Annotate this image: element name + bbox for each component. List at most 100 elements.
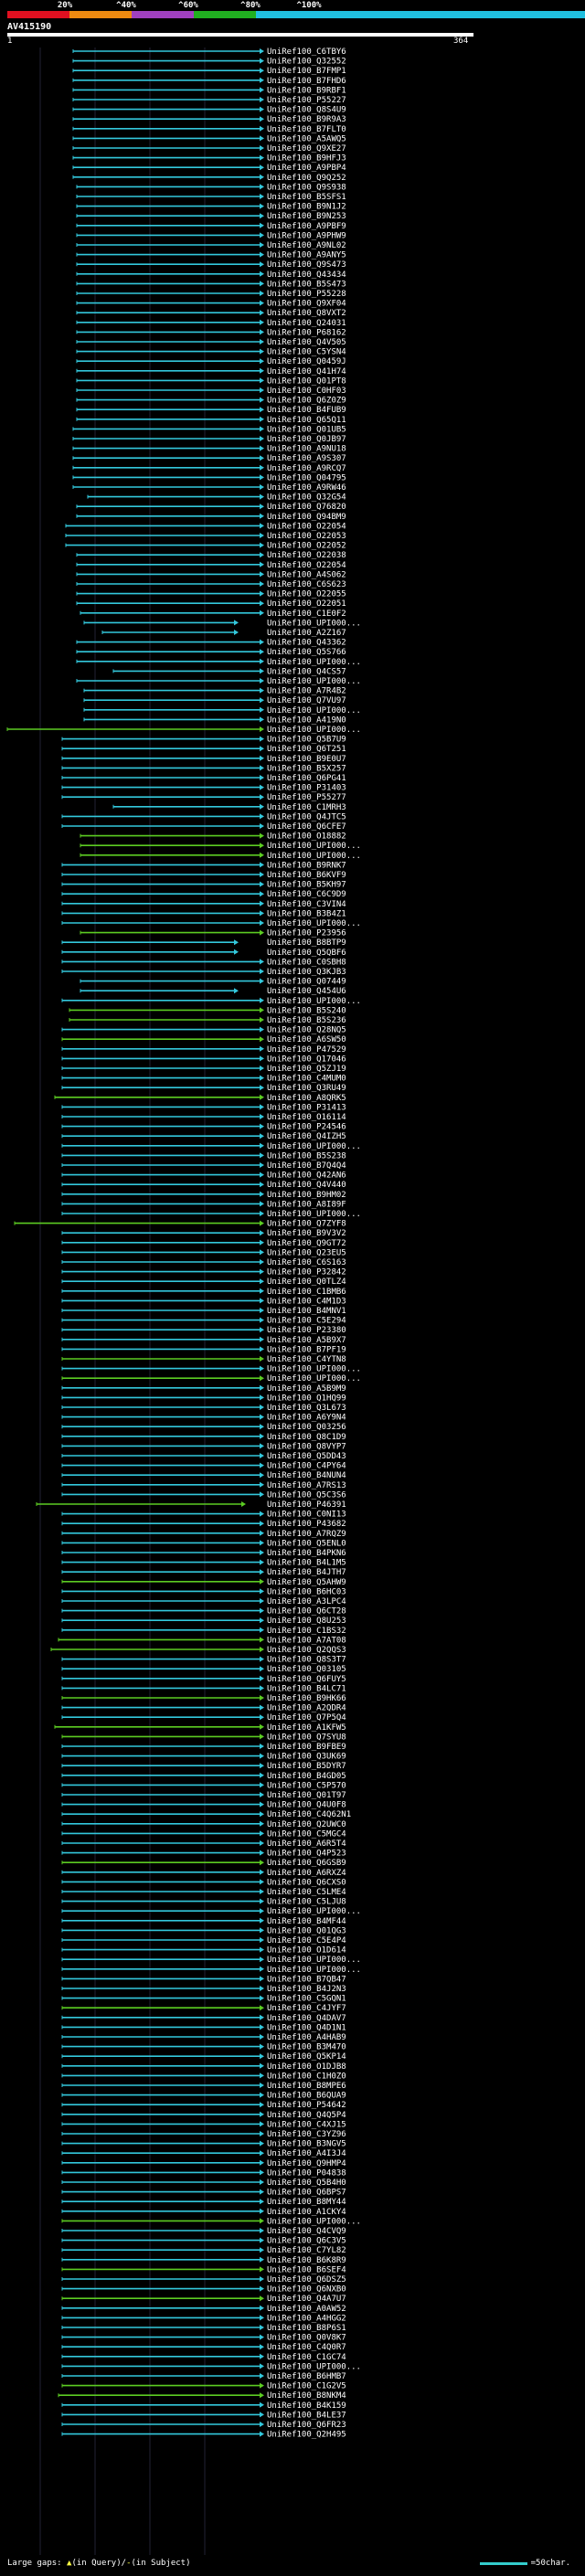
hit-label[interactable]: UniRef100_B4FUB9 xyxy=(267,406,346,415)
hit-label[interactable]: UniRef100_Q07449 xyxy=(267,978,346,987)
hit-label[interactable]: UniRef100_B8NKM4 xyxy=(267,2391,346,2401)
hit-row[interactable]: UniRef100_Q4A7U7 xyxy=(61,2295,346,2304)
hit-row[interactable]: UniRef100_C6C9D9 xyxy=(61,890,346,899)
hit-label[interactable]: UniRef100_C6TBY6 xyxy=(267,48,346,57)
hit-label[interactable]: UniRef100_UPI000... xyxy=(267,1907,361,1916)
hit-label[interactable]: UniRef100_A4HGG2 xyxy=(267,2314,346,2323)
hit-row[interactable]: UniRef100_B6K8R9 xyxy=(61,2256,346,2265)
hit-row[interactable]: UniRef100_A6SW50 xyxy=(61,1035,346,1044)
hit-label[interactable]: UniRef100_B6HMB7 xyxy=(267,2372,346,2381)
hit-row[interactable]: UniRef100_O22054 xyxy=(65,522,346,531)
hit-label[interactable]: UniRef100_Q6GSB9 xyxy=(267,1859,346,1868)
hit-label[interactable]: UniRef100_Q9S473 xyxy=(267,260,346,270)
hit-label[interactable]: UniRef100_UPI000... xyxy=(267,852,361,861)
hit-row[interactable]: UniRef100_Q24031 xyxy=(76,319,346,328)
hit-label[interactable]: UniRef100_Q4P523 xyxy=(267,1850,346,1859)
hit-row[interactable]: UniRef100_B6HC03 xyxy=(61,1587,346,1596)
hit-row[interactable]: UniRef100_P54642 xyxy=(61,2101,346,2110)
hit-row[interactable]: UniRef100_A0AW52 xyxy=(61,2305,346,2314)
hit-label[interactable]: UniRef100_C1H0Z0 xyxy=(267,2072,346,2081)
hit-row[interactable]: UniRef100_P68162 xyxy=(76,328,346,337)
hit-row[interactable]: UniRef100_B4K159 xyxy=(61,2401,346,2411)
hit-row[interactable]: UniRef100_O22038 xyxy=(76,551,346,560)
hit-label[interactable]: UniRef100_B9HM02 xyxy=(267,1191,346,1200)
hit-label[interactable]: UniRef100_A9PHW9 xyxy=(267,231,346,240)
hit-label[interactable]: UniRef100_Q03256 xyxy=(267,1423,346,1432)
hit-label[interactable]: UniRef100_A9PBP4 xyxy=(267,164,346,173)
hit-label[interactable]: UniRef100_Q6CT28 xyxy=(267,1607,346,1617)
hit-row[interactable]: UniRef100_A9PBF9 xyxy=(76,222,346,231)
hit-label[interactable]: UniRef100_B4MF44 xyxy=(267,1917,346,1926)
hit-label[interactable]: UniRef100_A4S062 xyxy=(267,570,346,579)
hit-label[interactable]: UniRef100_A3LPC4 xyxy=(267,1597,346,1606)
hit-label[interactable]: UniRef100_B6HC03 xyxy=(267,1587,346,1596)
hit-row[interactable]: UniRef100_P55227 xyxy=(72,96,346,105)
hit-row[interactable]: UniRef100_O18882 xyxy=(80,832,346,842)
hit-row[interactable]: UniRef100_UPI000... xyxy=(61,1142,361,1151)
hit-label[interactable]: UniRef100_B5SFS1 xyxy=(267,193,346,202)
hit-row[interactable]: UniRef100_Q65Q11 xyxy=(76,416,346,425)
hit-row[interactable]: UniRef100_A6RXZ4 xyxy=(61,1869,346,1878)
hit-row[interactable]: UniRef100_Q4DAV7 xyxy=(61,2014,346,2023)
hit-row[interactable]: UniRef100_C7YL82 xyxy=(61,2246,346,2255)
hit-row[interactable]: UniRef100_B4GD05 xyxy=(61,1772,346,1781)
hit-label[interactable]: UniRef100_Q41H74 xyxy=(267,367,346,376)
hit-label[interactable]: UniRef100_P43682 xyxy=(267,1520,346,1529)
hit-row[interactable]: UniRef100_C4YTN8 xyxy=(61,1355,346,1364)
hit-row[interactable]: UniRef100_A5AWQ5 xyxy=(72,134,346,143)
hit-row[interactable]: UniRef100_C0HF03 xyxy=(76,387,346,396)
hit-row[interactable]: UniRef100_UPI000... xyxy=(80,852,361,861)
hit-label[interactable]: UniRef100_B9E0U7 xyxy=(267,755,346,764)
hit-label[interactable]: UniRef100_C4PY64 xyxy=(267,1462,346,1471)
hit-row[interactable]: UniRef100_UPI000... xyxy=(61,1956,361,1965)
hit-label[interactable]: UniRef100_Q01QG3 xyxy=(267,1926,346,1935)
hit-label[interactable]: UniRef100_Q5AHW9 xyxy=(267,1578,346,1587)
hit-label[interactable]: UniRef100_A0AW52 xyxy=(267,2305,346,2314)
hit-row[interactable]: UniRef100_B3B4Z1 xyxy=(61,909,346,918)
hit-label[interactable]: UniRef100_Q4DAV7 xyxy=(267,2014,346,2023)
hit-row[interactable]: UniRef100_B3M470 xyxy=(61,2043,346,2052)
hit-label[interactable]: UniRef100_A5B9X7 xyxy=(267,1336,346,1345)
hit-row[interactable]: UniRef100_Q6PG41 xyxy=(61,774,346,783)
hit-label[interactable]: UniRef100_C1GC74 xyxy=(267,2353,346,2362)
hit-label[interactable]: UniRef100_Q3UK69 xyxy=(267,1753,346,1762)
hit-row[interactable]: UniRef100_C1E0F2 xyxy=(80,610,346,619)
hit-label[interactable]: UniRef100_B4MNV1 xyxy=(267,1307,346,1316)
hit-row[interactable]: UniRef100_B9HK66 xyxy=(61,1694,346,1703)
hit-row[interactable]: UniRef100_Q01UB5 xyxy=(72,425,346,434)
hit-row[interactable]: UniRef100_Q6BPS7 xyxy=(61,2189,346,2198)
hit-label[interactable]: UniRef100_B6QUA9 xyxy=(267,2092,346,2101)
hit-label[interactable]: UniRef100_Q28NQ5 xyxy=(267,1026,346,1035)
hit-label[interactable]: UniRef100_UPI000... xyxy=(267,1966,361,1975)
hit-row[interactable]: UniRef100_C1BMB6 xyxy=(61,1288,346,1297)
hit-row[interactable]: UniRef100_C6S623 xyxy=(76,580,346,589)
hit-row[interactable]: UniRef100_Q5ENL0 xyxy=(61,1539,346,1548)
hit-label[interactable]: UniRef100_B5S238 xyxy=(267,1151,346,1161)
hit-label[interactable]: UniRef100_B7PF19 xyxy=(267,1345,346,1354)
hit-row[interactable]: UniRef100_A8I89F xyxy=(61,1200,346,1209)
hit-label[interactable]: UniRef100_C5E294 xyxy=(267,1317,346,1326)
hit-row[interactable]: UniRef100_UPI000... xyxy=(61,919,361,928)
hit-row[interactable]: UniRef100_Q5KP14 xyxy=(61,2052,346,2062)
hit-row[interactable]: UniRef100_A9ANY5 xyxy=(76,251,346,260)
hit-label[interactable]: UniRef100_C1BMB6 xyxy=(267,1288,346,1297)
hit-row[interactable]: UniRef100_Q43362 xyxy=(76,639,346,648)
hit-label[interactable]: UniRef100_O22054 xyxy=(267,561,346,570)
hit-label[interactable]: UniRef100_Q32G54 xyxy=(267,493,346,503)
hit-row[interactable]: UniRef100_Q5AHW9 xyxy=(61,1578,346,1587)
hit-label[interactable]: UniRef100_Q24031 xyxy=(267,319,346,328)
hit-label[interactable]: UniRef100_P55227 xyxy=(267,96,346,105)
hit-label[interactable]: UniRef100_C4YTN8 xyxy=(267,1355,346,1364)
hit-label[interactable]: UniRef100_Q4V505 xyxy=(267,338,346,347)
hit-label[interactable]: UniRef100_A6RXZ4 xyxy=(267,1869,346,1878)
hit-label[interactable]: UniRef100_A9PBF9 xyxy=(267,222,346,231)
hit-row[interactable]: UniRef100_B5DYR7 xyxy=(61,1762,346,1771)
hit-row[interactable]: UniRef100_UPI000... xyxy=(6,726,361,735)
hit-row[interactable]: UniRef100_Q8VXT2 xyxy=(76,309,346,318)
hit-row[interactable]: UniRef100_Q5ZJ19 xyxy=(61,1065,346,1074)
hit-label[interactable]: UniRef100_Q7P5Q4 xyxy=(267,1713,346,1723)
hit-row[interactable]: UniRef100_Q2QQS3 xyxy=(50,1646,346,1655)
hit-row[interactable]: UniRef100_UPI000... xyxy=(61,1907,361,1916)
hit-row[interactable]: UniRef100_Q07449 xyxy=(80,978,346,987)
hit-label[interactable]: UniRef100_A9RW46 xyxy=(267,483,346,493)
